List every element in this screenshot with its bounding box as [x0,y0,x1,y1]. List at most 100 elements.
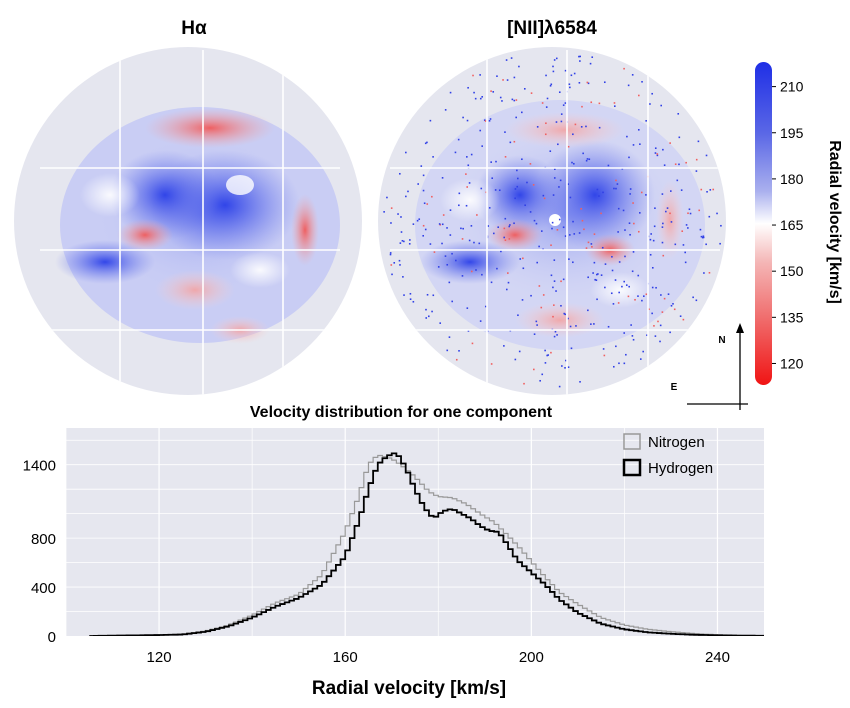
speckle-dot [503,236,506,239]
halpha-emission-field [55,107,340,344]
speckle-dot [503,345,505,347]
speckle-dot [409,239,411,241]
speckle-dot [533,219,536,222]
speckle-dot [401,239,404,242]
speckle-dot [627,84,630,87]
speckle-dot [526,181,528,184]
speckle-dot [507,281,510,284]
speckle-dot [692,296,694,299]
speckle-dot [505,288,508,291]
speckle-dot [481,145,483,147]
speckle-dot [409,292,412,295]
speckle-dot [661,226,664,228]
speckle-dot [479,97,482,100]
speckle-dot [670,221,673,223]
speckle-dot [558,91,561,94]
speckle-dot [488,207,491,209]
speckle-dot [474,97,477,100]
speckle-dot [491,177,494,179]
speckle-dot [541,373,544,376]
speckle-dot [426,141,428,144]
speckle-dot [637,128,640,131]
compass [687,323,748,410]
speckle-dot [540,306,543,309]
speckle-dot [564,313,566,316]
speckle-dot [645,293,648,296]
speckle-dot [503,227,506,230]
speckle-dot [590,323,592,325]
speckle-dot [400,216,402,218]
colorbar-tick-label: 135 [780,309,804,325]
speckle-dot [393,262,396,264]
speckle-dot [655,286,657,289]
speckle-dot [504,239,507,241]
speckle-dot [513,76,516,79]
histogram-chart: 120 160 200 240 0 400 800 1400 [23,428,764,666]
speckle-dot [687,212,689,215]
speckle-dot [669,142,671,144]
speckle-dot [390,207,393,209]
y-tick-label: 1400 [23,458,56,475]
speckle-dot [689,212,692,215]
speckle-dot [541,102,544,104]
speckle-dot [553,59,556,61]
x-tick-label: 120 [147,649,172,666]
x-tick-label: 240 [705,649,730,666]
speckle-dot [612,303,615,305]
speckle-dot [600,212,602,215]
speckle-dot [479,74,481,76]
speckle-dot [555,290,557,292]
speckle-dot [623,67,625,70]
legend-label-hydrogen: Hydrogen [648,460,713,477]
speckle-dot [390,264,393,266]
speckle-dot [558,385,561,388]
speckle-dot [458,192,461,195]
speckle-dot [587,241,590,244]
speckle-dot [719,242,721,245]
speckle-dot [501,100,503,102]
colorbar-tick-label: 180 [780,171,804,187]
speckle-dot [470,153,473,156]
speckle-dot [623,280,626,283]
speckle-dot [554,168,556,171]
speckle-dot [661,241,664,244]
speckle-dot [510,57,513,59]
speckle-dot [578,232,581,234]
speckle-dot [596,188,599,191]
speckle-dot [572,261,574,264]
speckle-dot [444,109,447,111]
speckle-dot [670,190,672,192]
speckle-dot [556,334,558,336]
speckle-dot [705,243,707,246]
speckle-dot [587,309,589,312]
speckle-dot [650,233,652,235]
speckle-dot [708,215,711,218]
speckle-dot [429,243,432,245]
speckle-dot [487,225,490,227]
speckle-dot [466,307,469,309]
speckle-dot [651,312,653,315]
speckle-dot [521,111,523,114]
speckle-dot [399,172,401,175]
speckle-dot [615,345,617,348]
speckle-dot [553,177,556,179]
speckle-dot [472,74,474,77]
speckle-dot [586,158,589,160]
speckle-dot [624,229,626,231]
speckle-dot [571,161,573,164]
speckle-dot [546,354,548,357]
speckle-dot [648,308,650,311]
speckle-dot [425,308,427,311]
speckle-dot [660,294,662,296]
speckle-dot [646,334,648,337]
speckle-dot [412,223,415,225]
speckle-dot [654,147,657,150]
speckle-dot [481,96,483,98]
speckle-dot [632,144,635,146]
speckle-dot [567,183,569,185]
speckle-dot [624,255,626,258]
speckle-dot [532,184,535,186]
speckle-dot [490,90,492,92]
speckle-dot [702,236,705,239]
speckle-dot [555,57,558,60]
